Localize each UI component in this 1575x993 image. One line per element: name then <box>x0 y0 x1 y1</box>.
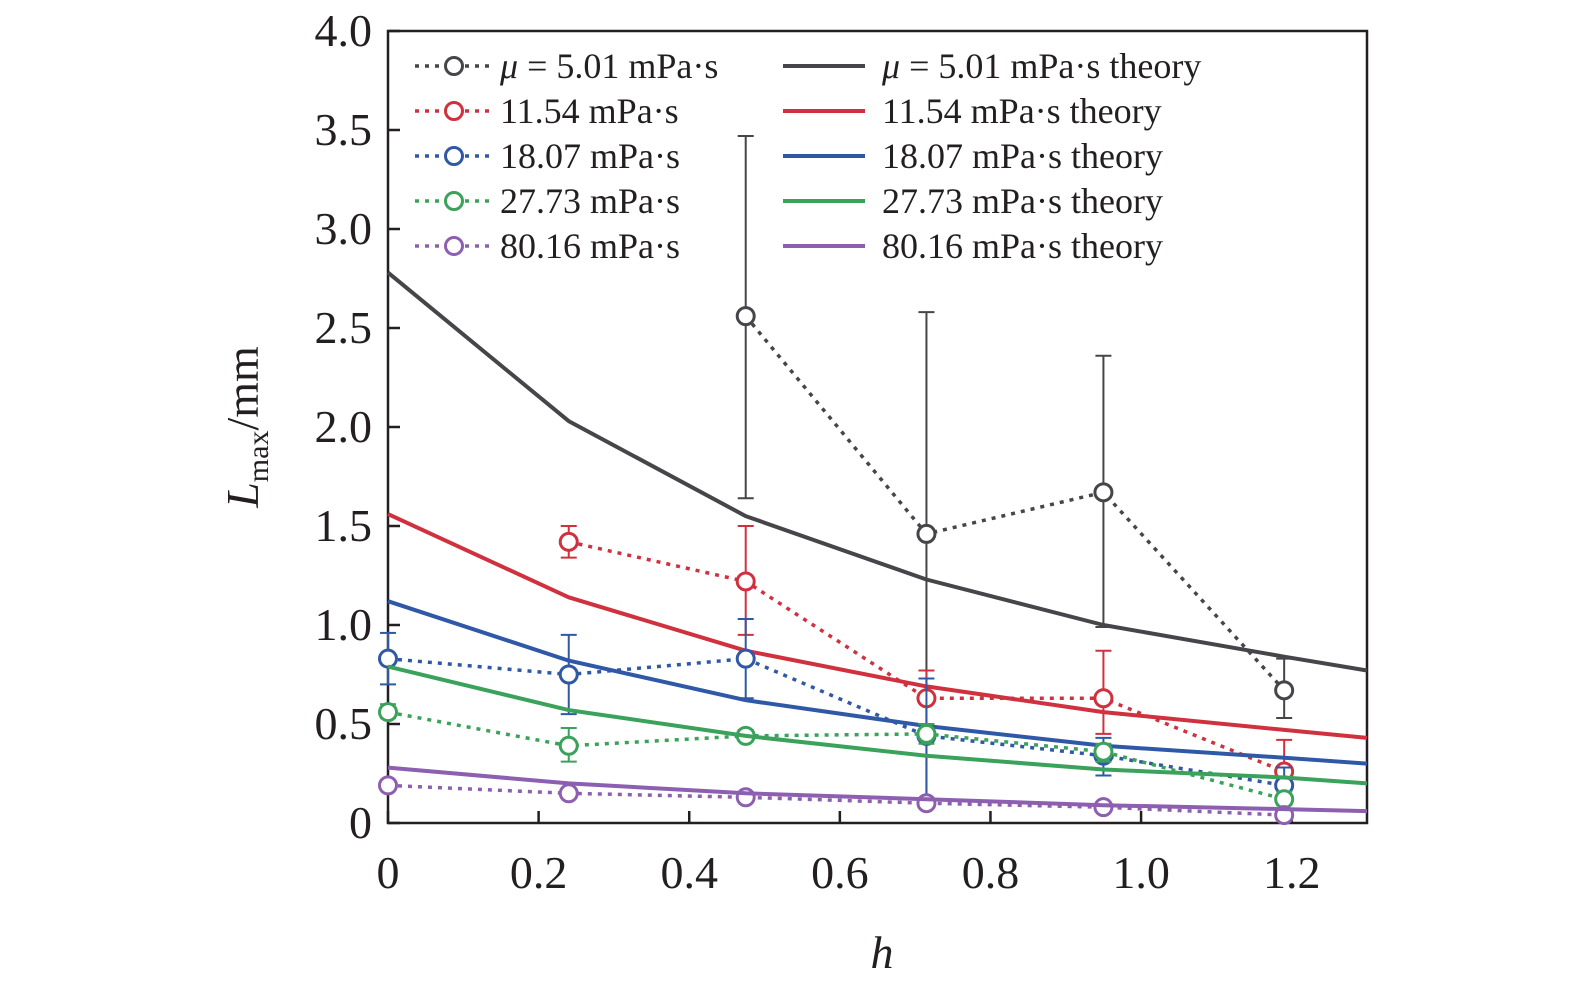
theory-line-18-07-mpa-s-theory <box>387 599 1368 766</box>
data-point <box>558 783 579 804</box>
legend-label: 80.16 mPa·s <box>500 226 680 266</box>
y-tick-label-6: 3.0 <box>315 203 373 254</box>
legend-label-text: 27.73 mPa·s <box>500 181 680 221</box>
legend-label-equals: = <box>900 46 938 86</box>
legend-label: 18.07 mPa·s <box>500 136 680 176</box>
legend-label-text: 11.54 mPa·s <box>500 91 679 131</box>
y-axis-title-subscript: max <box>242 431 275 483</box>
axis-ticks: 0 0.2 0.4 0.6 0.8 1.0 1.2 0 0.5 1.0 1.5 2.0 2.5 3.0 3.… <box>315 5 1321 898</box>
data-point <box>558 664 579 685</box>
y-tick-label-8: 4.0 <box>315 5 373 56</box>
legend: μ = 5.01 mPa·s 11.54 mPa·s 18.07 mPa·s 27.7… <box>415 46 1201 266</box>
legend-label-text: 27.73 mPa·s theory <box>882 181 1163 221</box>
data-point <box>735 571 756 592</box>
y-tick-label-3: 1.5 <box>315 500 373 551</box>
x-tick-label-5: 1.0 <box>1112 847 1170 898</box>
legend-entry: 11.54 mPa·s <box>415 91 679 131</box>
data-line-18-07-mpa-s <box>387 656 1285 788</box>
legend-label-text: 18.07 mPa·s theory <box>882 136 1163 176</box>
theory-line-27-73-mpa-s-theory <box>387 664 1368 786</box>
x-axis-title: h <box>871 927 894 978</box>
legend-entry: 27.73 mPa·s theory <box>783 181 1163 221</box>
x-tick-label-1: 0.2 <box>510 847 568 898</box>
x-tick-label-6: 1.2 <box>1263 847 1321 898</box>
y-tick-label-7: 3.5 <box>315 104 373 155</box>
legend-label-symbol: μ <box>881 46 900 86</box>
data-point <box>378 648 398 669</box>
data-line-5-01-mpa-s <box>744 314 1286 692</box>
data-point <box>378 775 398 796</box>
data-point <box>735 306 756 327</box>
data-point <box>916 523 937 544</box>
legend-label-text: 80.16 mPa·s <box>500 226 680 266</box>
legend-label-symbol: μ <box>499 46 518 86</box>
legend-entry: 80.16 mPa·s <box>415 226 680 266</box>
legend-entry: 80.16 mPa·s theory <box>783 226 1163 266</box>
y-tick-label-4: 2.0 <box>315 401 373 452</box>
legend-label: 80.16 mPa·s theory <box>882 226 1163 266</box>
series-11-54-mpa-s-theory <box>387 512 1368 740</box>
y-axis-title-unit: /mm <box>217 346 268 431</box>
data-line-80-16-mpa-s <box>387 783 1285 817</box>
data-point <box>916 723 937 744</box>
series-layer <box>378 134 1368 826</box>
legend-label: 27.73 mPa·s <box>500 181 680 221</box>
legend-swatch-marker <box>444 101 464 121</box>
series-18-07-mpa-s-theory <box>387 599 1368 766</box>
data-line-11-54-mpa-s <box>568 540 1285 774</box>
y-tick-label-1: 0.5 <box>315 698 373 749</box>
legend-label: μ = 5.01 mPa·s <box>499 46 718 86</box>
series-27-73-mpa-s-theory <box>387 664 1368 786</box>
legend-entry: μ = 5.01 mPa·s <box>415 46 718 86</box>
legend-entry: μ = 5.01 mPa·s theory <box>783 46 1201 86</box>
legend-label: 27.73 mPa·s theory <box>882 181 1163 221</box>
series-80-16-mpa-s-theory <box>387 765 1368 814</box>
legend-swatch-marker <box>444 191 464 211</box>
data-point <box>558 735 579 756</box>
y-axis-title-main: L <box>217 482 268 509</box>
theory-line-11-54-mpa-s-theory <box>387 512 1368 740</box>
data-point <box>558 531 579 552</box>
data-point <box>735 648 756 669</box>
legend-entry: 18.07 mPa·s <box>415 136 680 176</box>
y-tick-label-0: 0 <box>349 797 372 848</box>
legend-label-text: 18.07 mPa·s <box>500 136 680 176</box>
legend-entry: 11.54 mPa·s theory <box>783 91 1162 131</box>
theory-line-80-16-mpa-s-theory <box>387 765 1368 814</box>
legend-label: μ = 5.01 mPa·s theory <box>881 46 1201 86</box>
legend-label-text: 80.16 mPa·s theory <box>882 226 1163 266</box>
x-tick-label-4: 0.8 <box>962 847 1020 898</box>
theory-line-5-01-mpa-s-theory <box>386 271 1368 673</box>
data-point <box>1093 741 1114 762</box>
legend-label-text: 5.01 mPa·s <box>556 46 718 86</box>
legend-label-equals: = <box>518 46 556 86</box>
legend-swatch-marker <box>444 236 464 256</box>
legend-entry: 27.73 mPa·s <box>415 181 680 221</box>
legend-swatch-marker <box>444 56 464 76</box>
legend-label-text: 11.54 mPa·s theory <box>882 91 1162 131</box>
data-point <box>1274 680 1295 701</box>
y-axis-title: Lmax/mm <box>217 346 275 509</box>
legend-label: 18.07 mPa·s theory <box>882 136 1163 176</box>
x-tick-label-3: 0.6 <box>811 847 869 898</box>
series-5-01-mpa-s-theory <box>386 271 1368 673</box>
data-line-27-73-mpa-s <box>387 710 1285 801</box>
data-point <box>1093 688 1114 709</box>
series-80-16-mpa-s <box>378 775 1295 826</box>
legend-label: 11.54 mPa·s <box>500 91 679 131</box>
y-tick-label-2: 1.0 <box>315 599 373 650</box>
legend-label: 11.54 mPa·s theory <box>882 91 1162 131</box>
data-point <box>378 702 398 723</box>
legend-swatch-marker <box>444 146 464 166</box>
legend-label-text: 5.01 mPa·s theory <box>938 46 1201 86</box>
y-tick-label-5: 2.5 <box>315 302 373 353</box>
legend-entry: 18.07 mPa·s theory <box>783 136 1163 176</box>
x-tick-label-2: 0.4 <box>660 847 718 898</box>
x-tick-label-0: 0 <box>377 847 400 898</box>
data-point <box>1093 482 1114 503</box>
